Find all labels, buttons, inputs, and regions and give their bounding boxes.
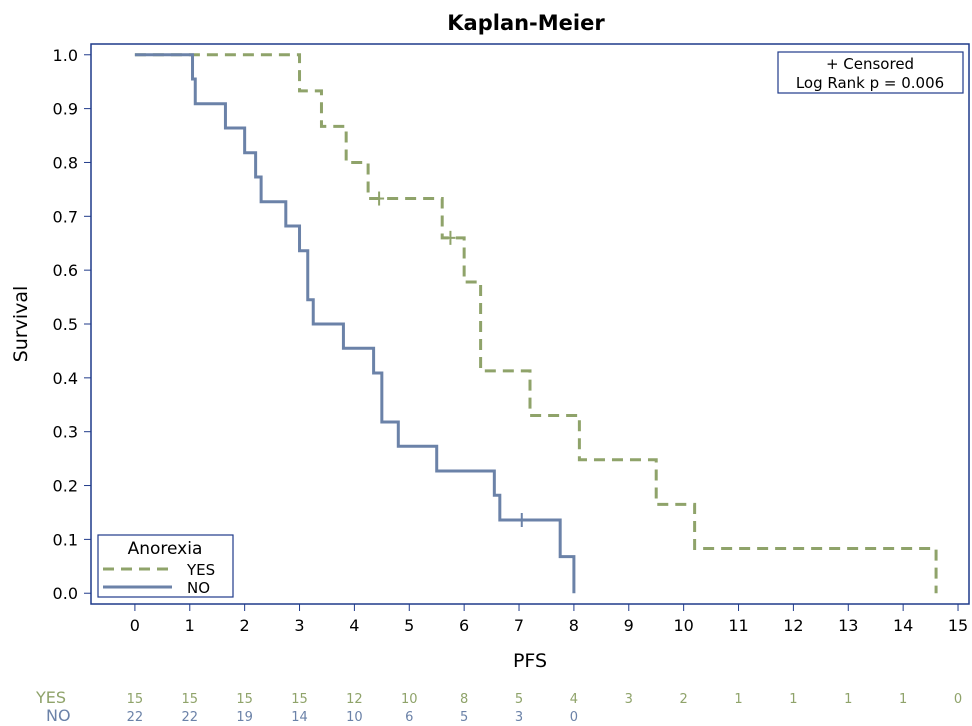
x-tick-label: 14 [893, 616, 913, 635]
at-risk-count-yes: 12 [346, 692, 363, 707]
censor-note: + Censored [826, 55, 914, 73]
y-axis-label: Survival [10, 286, 32, 363]
at-risk-count-no: 22 [182, 710, 199, 725]
at-risk-count-no: 5 [460, 710, 468, 725]
at-risk-count-no: 22 [127, 710, 144, 725]
y-tick-label: 0.7 [53, 207, 78, 226]
x-tick-label: 0 [130, 616, 140, 635]
censor-note-box: + Censored Log Rank p = 0.006 [777, 51, 964, 94]
x-tick-label: 13 [838, 616, 858, 635]
y-tick-label: 0.3 [53, 423, 78, 442]
at-risk-count-yes: 15 [291, 692, 308, 707]
at-risk-count-no: 3 [515, 710, 523, 725]
at-risk-count-no: 19 [236, 710, 253, 725]
at-risk-count-yes: 1 [734, 692, 742, 707]
series-line-yes [134, 53, 938, 594]
chart-title: Kaplan-Meier [447, 11, 605, 35]
x-tick-label: 2 [240, 616, 250, 635]
at-risk-count-yes: 2 [680, 692, 688, 707]
at-risk-count-yes: 4 [570, 692, 578, 707]
y-tick-label: 0.1 [53, 530, 78, 549]
y-tick-label: 1.0 [53, 46, 78, 65]
legend-label-no: NO [187, 579, 210, 597]
at-risk-label-no: NO [46, 706, 71, 725]
x-tick-label: 12 [783, 616, 803, 635]
x-tick-label: 4 [349, 616, 359, 635]
y-tick-label: 0.0 [53, 584, 78, 603]
at-risk-label-yes: YES [35, 688, 66, 707]
series-layer [134, 53, 938, 594]
series-line-no [134, 53, 576, 594]
at-risk-count-yes: 5 [515, 692, 523, 707]
y-tick-label: 0.4 [53, 369, 78, 388]
at-risk-count-yes: 15 [182, 692, 199, 707]
x-tick-label: 1 [185, 616, 195, 635]
x-tick-label: 11 [728, 616, 748, 635]
at-risk-count-yes: 1 [899, 692, 907, 707]
x-tick-label: 3 [294, 616, 304, 635]
axes: 0 1 2 3 4 5 6 7 8 9 10 11 12 13 14 150.00.10.20.30.40.5… [53, 46, 969, 635]
log-rank-note: Log Rank p = 0.006 [796, 74, 944, 92]
y-tick-label: 0.8 [53, 153, 78, 172]
x-tick-label: 10 [673, 616, 693, 635]
at-risk-count-no: 6 [405, 710, 413, 725]
x-tick-label: 7 [514, 616, 524, 635]
x-tick-label: 5 [404, 616, 414, 635]
legend-label-yes: YES [186, 561, 215, 579]
at-risk-count-yes: 1 [844, 692, 852, 707]
at-risk-count-yes: 8 [460, 692, 468, 707]
at-risk-count-yes: 15 [236, 692, 253, 707]
at-risk-table: YES NO 15 15 15 15 12 10 8 5 4 3 2 1 1 1 1 022 22 19 14 10 6… [35, 688, 962, 725]
at-risk-count-no: 10 [346, 710, 363, 725]
at-risk-count-yes: 10 [401, 692, 418, 707]
at-risk-count-no: 14 [291, 710, 308, 725]
at-risk-count-no: 0 [570, 710, 578, 725]
y-tick-label: 0.5 [53, 315, 78, 334]
at-risk-count-yes: 3 [625, 692, 633, 707]
x-axis-label: PFS [513, 650, 547, 672]
x-tick-label: 6 [459, 616, 469, 635]
legend-title: Anorexia [128, 539, 203, 559]
at-risk-count-yes: 15 [127, 692, 144, 707]
x-tick-label: 15 [948, 616, 968, 635]
at-risk-count-yes: 0 [954, 692, 962, 707]
legend: Anorexia YES NO [97, 534, 234, 598]
x-tick-label: 9 [624, 616, 634, 635]
y-tick-label: 0.9 [53, 100, 78, 119]
x-tick-label: 8 [569, 616, 579, 635]
y-tick-label: 0.2 [53, 477, 78, 496]
y-tick-label: 0.6 [53, 261, 78, 280]
at-risk-count-yes: 1 [789, 692, 797, 707]
